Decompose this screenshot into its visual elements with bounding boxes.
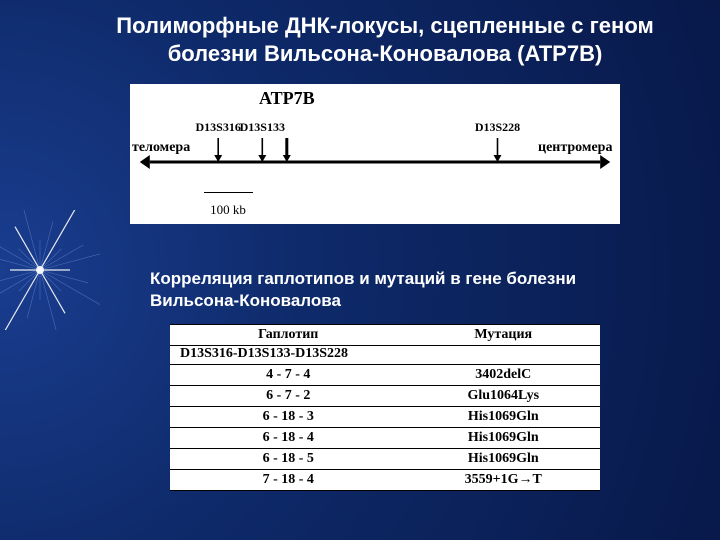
- decorative-starburst: [0, 210, 100, 330]
- haplotype-mutation-table: Гаплотип Мутация D13S316-D13S133-D13S228…: [170, 324, 600, 491]
- table-row: 6 - 18 - 5His1069Gln: [170, 449, 600, 470]
- table-row: 7 - 18 - 43559+1G→T: [170, 470, 600, 491]
- cell-mutation: His1069Gln: [407, 449, 601, 470]
- marker-label: D13S316: [196, 120, 241, 135]
- table-subheader: D13S316-D13S133-D13S228: [170, 346, 407, 365]
- table-row: 6 - 18 - 3His1069Gln: [170, 407, 600, 428]
- telomere-label: теломера: [132, 140, 190, 156]
- cell-haplotype: 6 - 7 - 2: [170, 386, 407, 407]
- cell-haplotype: 6 - 18 - 3: [170, 407, 407, 428]
- marker-label: D13S133: [240, 120, 285, 135]
- table-subheader-empty: [407, 346, 601, 365]
- cell-haplotype: 7 - 18 - 4: [170, 470, 407, 491]
- cell-mutation: 3559+1G→T: [407, 470, 601, 491]
- slide-title: Полиморфные ДНК-локусы, сцепленные с ген…: [80, 12, 690, 67]
- scale-bar-label: 100 kb: [210, 202, 246, 218]
- table-row: 4 - 7 - 43402delC: [170, 365, 600, 386]
- gene-map-diagram: ATP7B теломера центромера D13S316D13S133…: [130, 84, 620, 224]
- cell-haplotype: 4 - 7 - 4: [170, 365, 407, 386]
- table-row: 6 - 7 - 2Glu1064Lys: [170, 386, 600, 407]
- cell-haplotype: 6 - 18 - 5: [170, 449, 407, 470]
- cell-mutation: His1069Gln: [407, 407, 601, 428]
- table-row: 6 - 18 - 4His1069Gln: [170, 428, 600, 449]
- cell-mutation: 3402delC: [407, 365, 601, 386]
- cell-mutation: Glu1064Lys: [407, 386, 601, 407]
- cell-haplotype: 6 - 18 - 4: [170, 428, 407, 449]
- table-header-mutation: Мутация: [407, 325, 601, 346]
- table-header-haplotype: Гаплотип: [170, 325, 407, 346]
- scale-bar: [204, 192, 253, 193]
- marker-label: D13S228: [475, 120, 520, 135]
- slide-root: Полиморфные ДНК-локусы, сцепленные с ген…: [0, 0, 720, 540]
- cell-mutation: His1069Gln: [407, 428, 601, 449]
- slide-subtitle: Корреляция гаплотипов и мутаций в гене б…: [150, 268, 640, 312]
- centromere-label: центромера: [538, 140, 612, 156]
